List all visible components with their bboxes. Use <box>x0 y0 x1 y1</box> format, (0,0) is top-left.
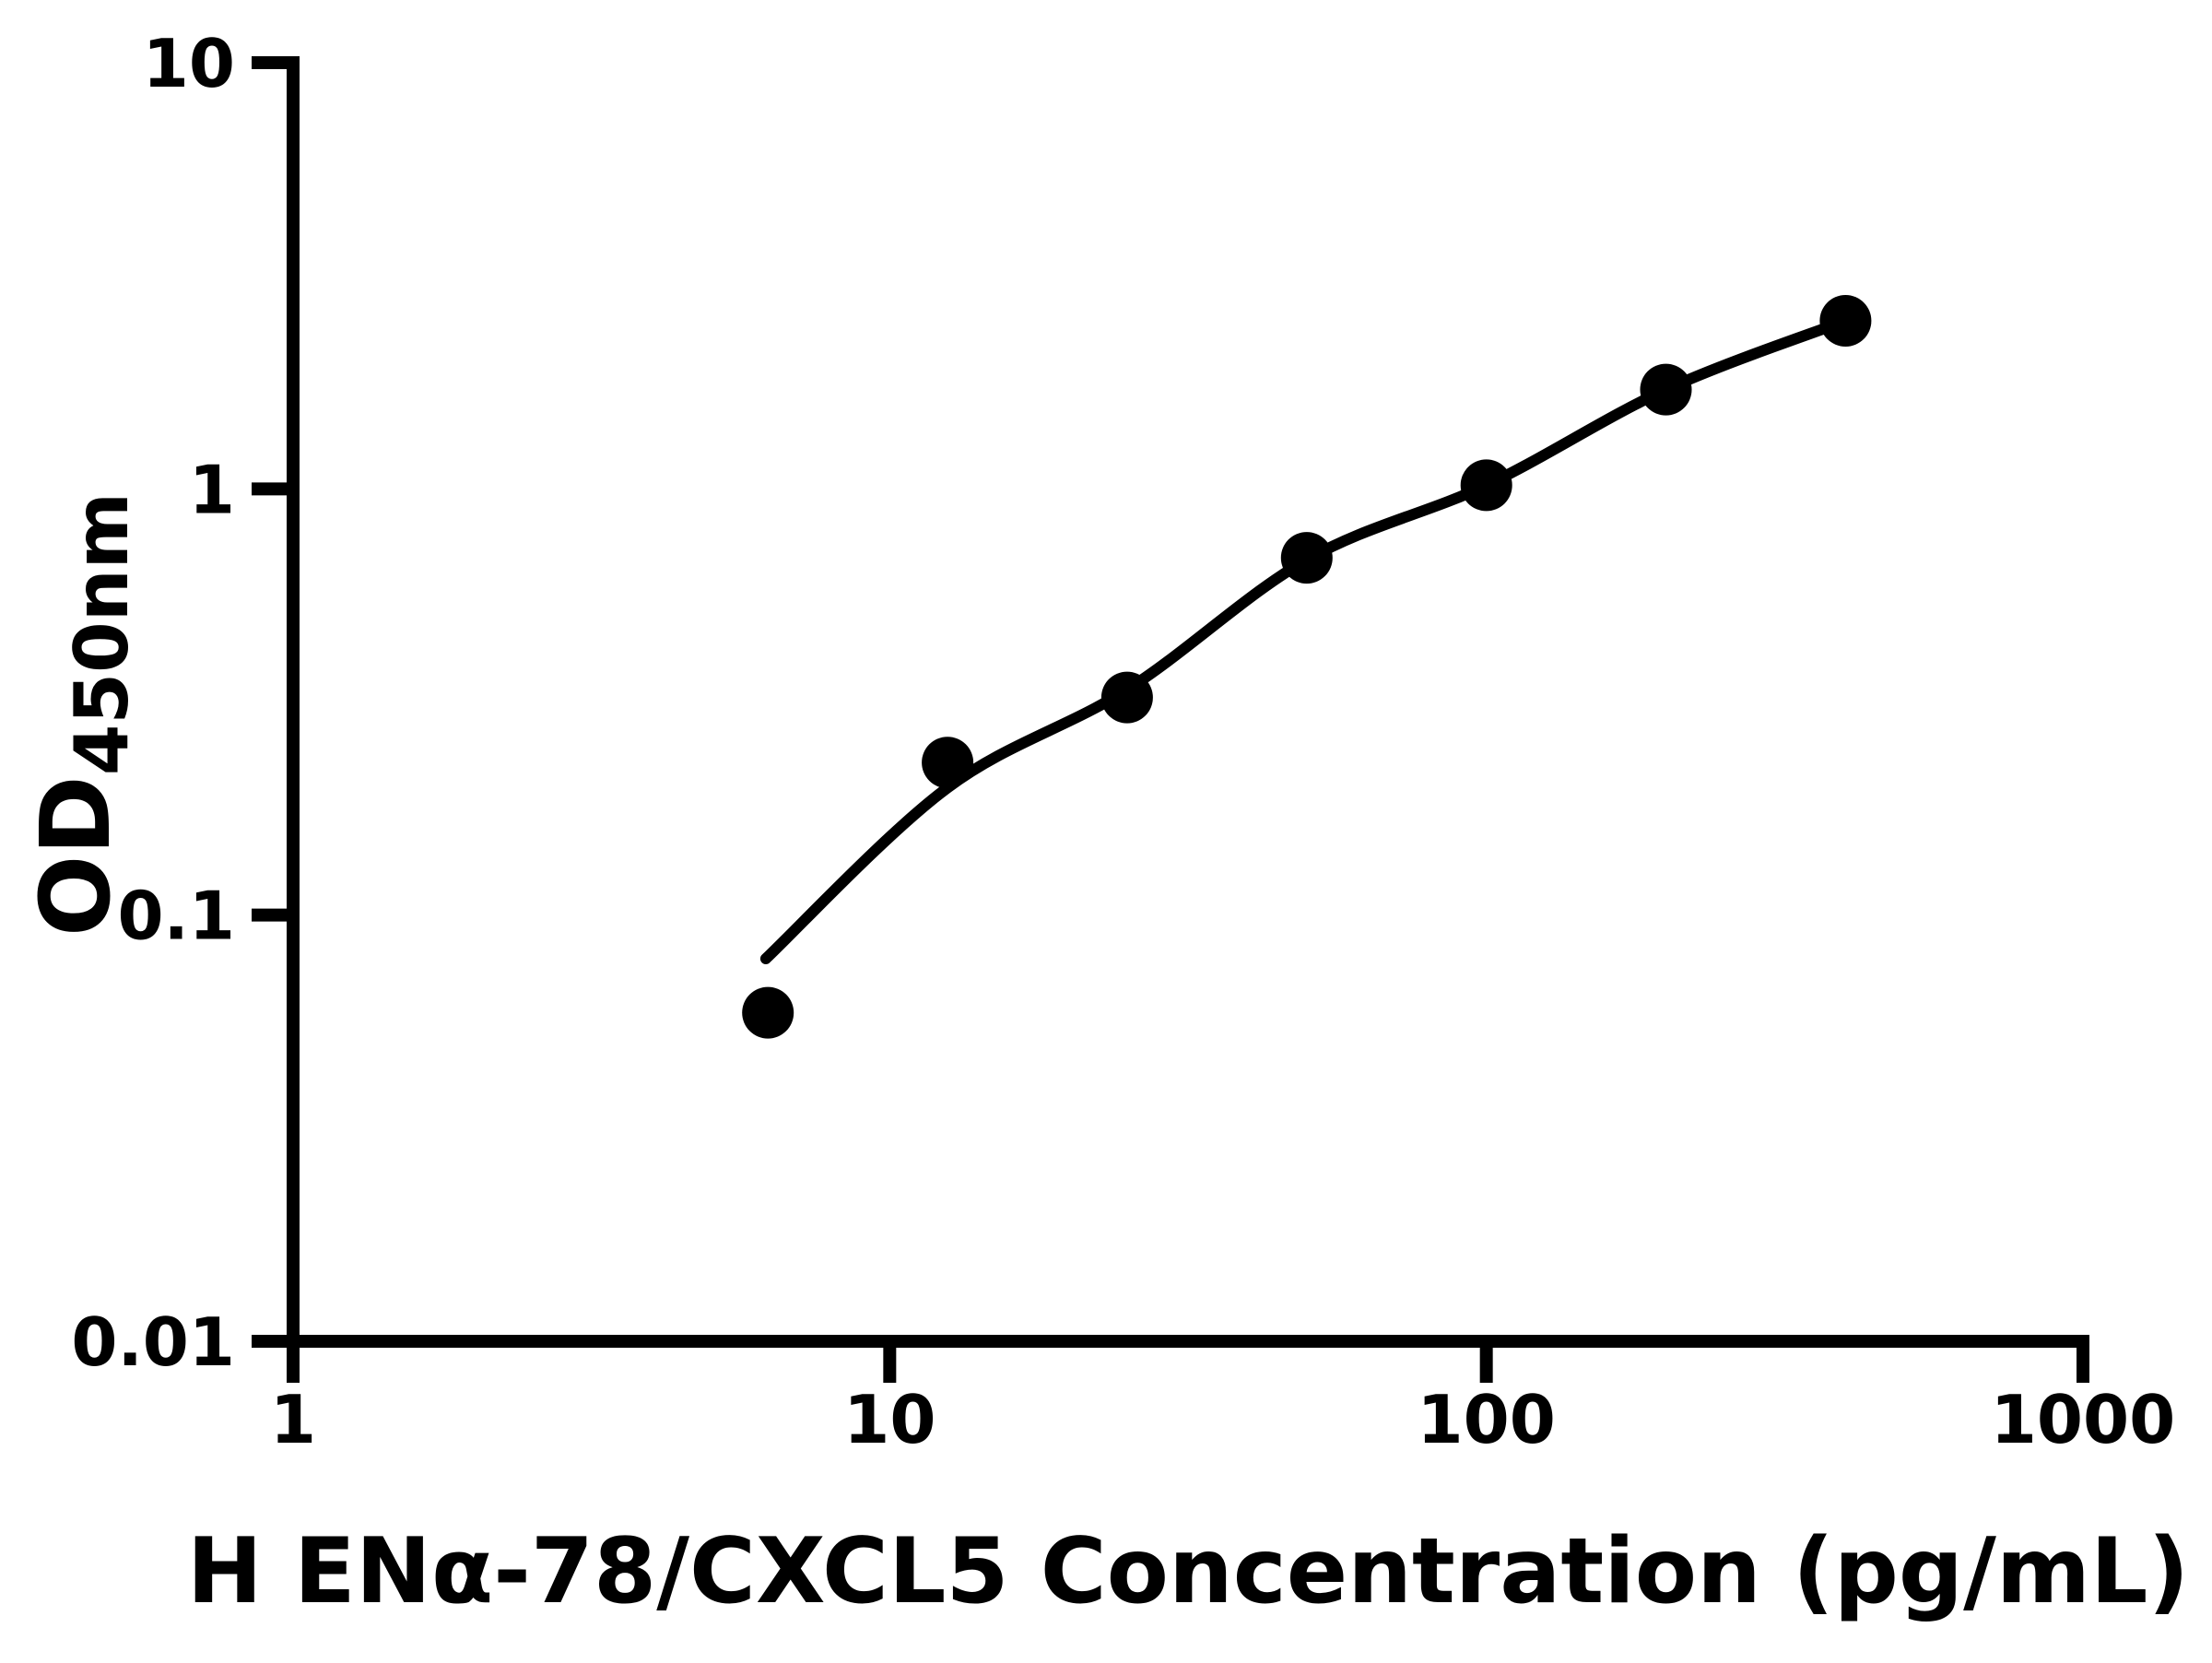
x-tick-label: 1 <box>270 1381 316 1458</box>
y-axis-title: OD450nm <box>19 492 145 937</box>
x-tick-label: 1000 <box>1991 1381 2175 1458</box>
y-tick-label: 10 <box>143 25 235 102</box>
y-axis-title-main: OD <box>19 775 132 937</box>
axis-lines <box>287 56 2089 1348</box>
data-point <box>1640 363 1692 416</box>
data-point <box>742 986 794 1039</box>
y-tick-label: 0.1 <box>117 878 235 955</box>
x-axis-title: H ENα-78/CXCL5 Concentration (pg/mL) <box>187 1519 2189 1624</box>
data-point <box>1280 532 1333 584</box>
data-series <box>742 295 1872 1039</box>
y-axis-title-sub: 450nm <box>59 492 145 775</box>
x-tick-label: 100 <box>1418 1381 1556 1458</box>
y-tick-label: 0.01 <box>71 1303 235 1381</box>
axes <box>287 56 2089 1348</box>
fitted-standard-curve <box>759 315 1852 964</box>
axis-ticks: 10 1 0.1 0.01 1 10 100 1000 <box>71 25 2175 1458</box>
data-point <box>922 737 974 789</box>
data-point <box>1819 295 1872 347</box>
data-point <box>1100 671 1153 724</box>
data-point <box>1460 459 1512 512</box>
x-tick-label: 10 <box>843 1381 935 1458</box>
y-tick-label: 1 <box>189 451 235 528</box>
